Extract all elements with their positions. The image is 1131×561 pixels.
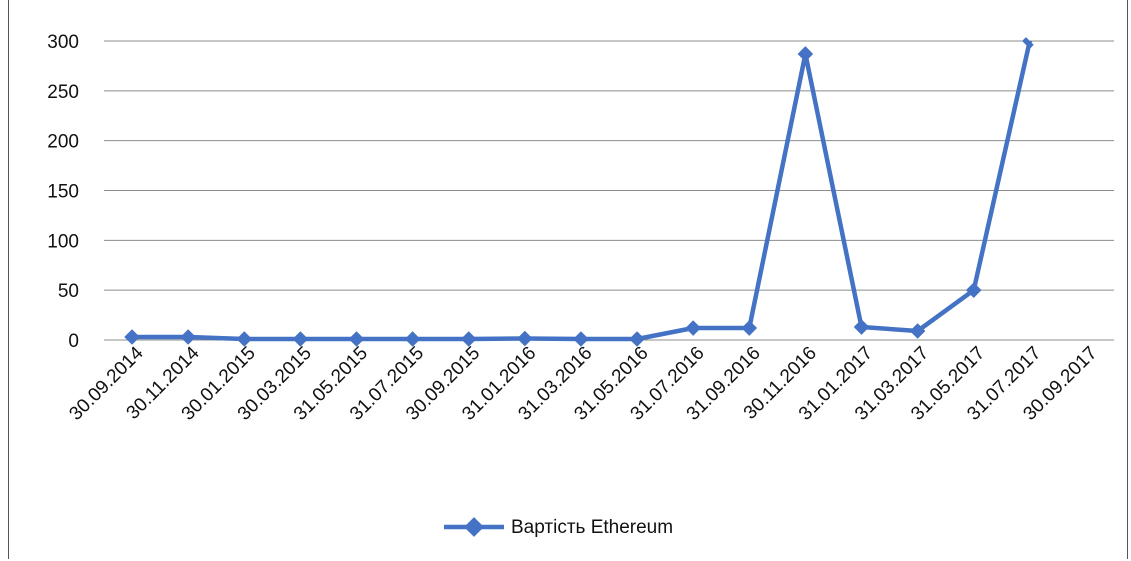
y-tick-label: 250: [47, 82, 79, 103]
data-point-marker: [853, 319, 870, 335]
data-point-marker: [348, 331, 365, 347]
legend-series-marker: [464, 517, 484, 537]
data-point-marker: [685, 320, 701, 336]
data-point-marker: [797, 46, 814, 62]
data-point-marker: [236, 331, 253, 347]
data-point-marker: [404, 331, 421, 347]
data-point-marker: [517, 330, 533, 347]
legend: Вартість Ethereum: [444, 517, 673, 538]
chart-frame: 0 50 100 150 200 250 300 30.09.2014 30.11.2014 3…: [8, 0, 1128, 559]
y-tick-label: 150: [47, 182, 79, 203]
data-point-marker: [124, 329, 140, 345]
legend-series-label: Вартість Ethereum: [511, 517, 673, 538]
data-point-marker: [741, 320, 758, 336]
y-axis-ticks: 0 50 100 150 200 250 300: [47, 32, 79, 352]
gridlines: [104, 40, 1114, 341]
data-point-marker: [180, 329, 196, 345]
data-point-marker: [292, 331, 309, 347]
y-tick-label: 0: [68, 331, 79, 352]
y-tick-label: 100: [47, 231, 79, 252]
y-tick-label: 50: [58, 281, 79, 302]
y-tick-label: 200: [47, 132, 79, 153]
line-chart: 0 50 100 150 200 250 300 30.09.201430.11.20143…: [47, 32, 1114, 538]
data-point-marker: [460, 331, 477, 347]
x-axis-ticks: 30.09.201430.11.201430.01.201530.03.2015…: [66, 342, 1102, 424]
data-point-marker: [629, 331, 645, 347]
data-point-marker: [573, 331, 589, 347]
y-tick-label: 300: [47, 32, 79, 53]
